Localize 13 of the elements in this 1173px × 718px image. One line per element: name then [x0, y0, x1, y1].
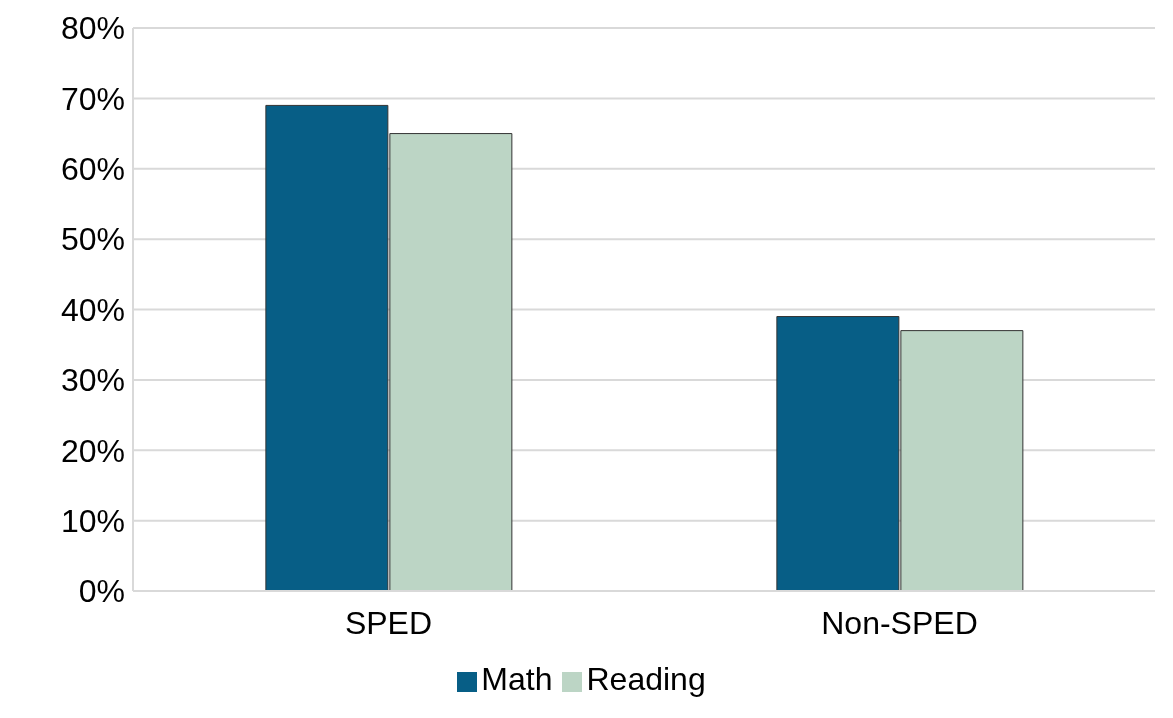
- x-tick-label: SPED: [344, 604, 433, 641]
- legend-label: Math: [481, 661, 553, 697]
- x-tick-label: Non-SPED: [821, 604, 978, 641]
- y-tick-label: 70%: [60, 80, 125, 117]
- y-tick-label: 20%: [60, 432, 125, 469]
- y-tick-label: 50%: [60, 221, 125, 258]
- y-tick-label: 80%: [60, 10, 125, 47]
- y-tick-label: 40%: [60, 291, 125, 328]
- legend-label: Reading: [586, 661, 706, 697]
- y-tick-label: 0%: [78, 573, 125, 610]
- y-tick-label: 60%: [60, 151, 125, 188]
- y-tick-label: 10%: [60, 502, 125, 539]
- y-tick-label: 30%: [60, 362, 125, 399]
